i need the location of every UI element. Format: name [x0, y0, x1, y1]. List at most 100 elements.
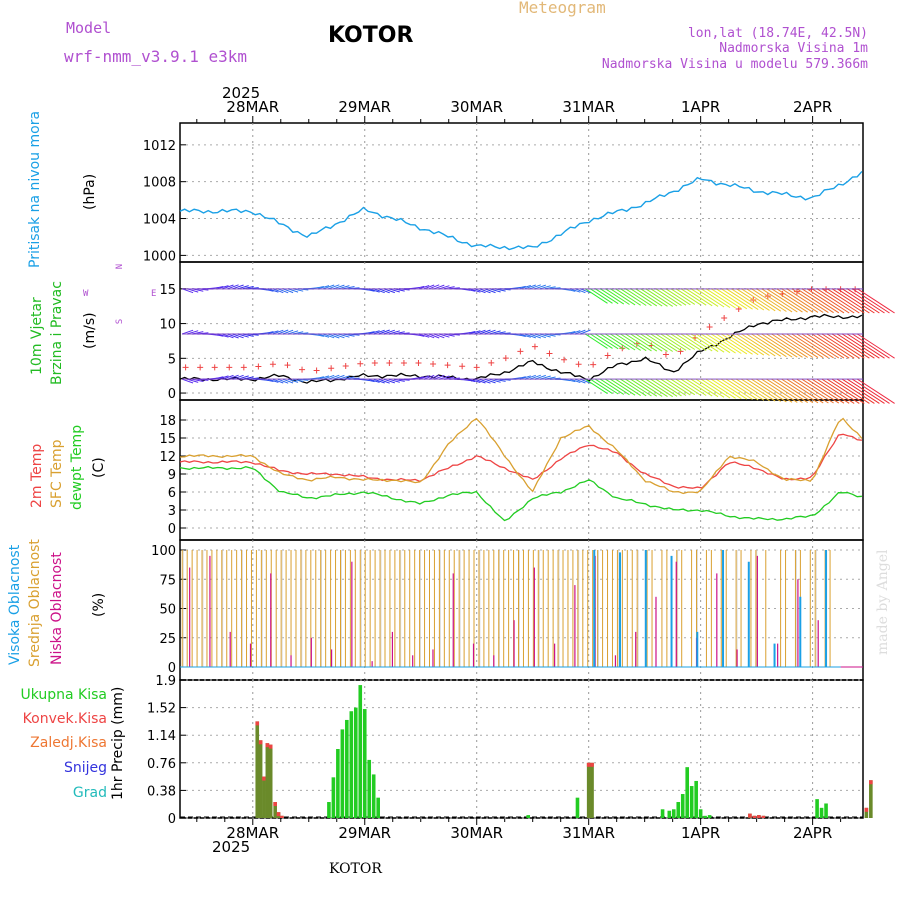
gust-marker [561, 356, 568, 363]
wind-barb [690, 333, 719, 353]
wind-barb [756, 333, 793, 358]
top-day-label: 30MAR [450, 98, 503, 116]
wind-barb [771, 333, 808, 358]
wind-barb [615, 333, 641, 351]
panel-frame-precip [179, 679, 864, 819]
wind-barb [726, 333, 759, 356]
wind-barb [786, 333, 824, 359]
wind-barb [620, 378, 647, 397]
wind-barb [610, 288, 636, 306]
bottom-day-label: 29MAR [338, 824, 391, 842]
wind-barb [741, 378, 776, 402]
wind-barb [726, 378, 759, 401]
wind-barb [741, 333, 776, 357]
ytick-label-temperature: 18 [159, 414, 176, 429]
wind-barb [675, 333, 701, 351]
wind-barb [731, 378, 765, 401]
wind-barb [595, 288, 619, 305]
wind-barb [645, 288, 673, 307]
ytick-label-precip: 0 [168, 812, 176, 827]
temp-line-1 [179, 417, 863, 495]
wind-barb [635, 333, 663, 352]
ytick-label-temperature: 0 [168, 522, 176, 537]
ytick-label-cloud: 0 [168, 661, 176, 676]
ytick-label-pressure: 1004 [143, 213, 176, 228]
wind-barb [796, 288, 834, 314]
wind-barb [821, 333, 860, 359]
conv-precip-bar [590, 762, 594, 767]
wind-barb [831, 378, 870, 404]
wind-barb [655, 333, 682, 352]
wind-barb [670, 288, 696, 305]
wind-barb [811, 288, 850, 314]
wind-barb [796, 378, 834, 404]
wind-barb [590, 333, 613, 349]
bottom-day-label: 28MAR [226, 824, 279, 842]
wind-barb [847, 288, 885, 314]
cloud-title-2: Srednja Oblacnost [27, 539, 43, 667]
wind-barb [811, 378, 850, 404]
ytick-label-temperature: 15 [159, 432, 176, 447]
precip-bar [671, 809, 676, 818]
wind-barb [690, 378, 719, 398]
wind-barb [711, 378, 742, 400]
wind-barb [786, 288, 824, 313]
wind-barb [645, 378, 673, 398]
conv-precip-bar [748, 813, 752, 818]
precip-bar [824, 803, 828, 818]
precip-bar [685, 767, 690, 818]
meteogram-title: Meteogram [519, 0, 606, 17]
ytick-label-precip: 1.9 [155, 674, 176, 689]
conv-precip-bar [586, 762, 591, 767]
wind-barb [700, 378, 731, 399]
precip-bar [680, 794, 685, 818]
bottom-day-label: 30MAR [450, 824, 503, 842]
gust-marker [357, 360, 364, 367]
wind-barb [620, 288, 647, 306]
wind-barb [660, 333, 687, 351]
wind-barb [585, 288, 608, 304]
ytick-label-pressure: 1012 [143, 139, 176, 154]
precip-bar [590, 762, 594, 818]
gust-marker [240, 364, 247, 371]
wind-barb [736, 333, 770, 356]
wind-barb [600, 378, 625, 395]
conv-precip-bar [864, 807, 869, 812]
wind-barb [751, 288, 787, 312]
conv-precip-bar [276, 812, 281, 817]
station-title: KOTOR [328, 23, 414, 48]
compass-e: E [151, 289, 157, 299]
gust-marker [313, 367, 320, 374]
wind-barb [806, 288, 845, 314]
wind-barb [590, 378, 613, 395]
gust-marker [502, 355, 509, 362]
wind-barb [615, 288, 641, 306]
wind-barb [756, 378, 793, 403]
wind-barb [640, 378, 668, 398]
ytick-label-temperature: 6 [168, 486, 176, 501]
gust-marker [226, 364, 233, 371]
wind-barb [620, 333, 647, 352]
compass-n: N [115, 263, 126, 270]
gust-marker [342, 362, 349, 369]
wind-barb [836, 333, 875, 359]
precip-bar [526, 815, 531, 818]
wind-barb [806, 333, 845, 359]
wind-barb [711, 288, 742, 309]
wind-barb [756, 288, 793, 313]
temp-ylabel: (C) [91, 457, 107, 478]
gust-marker [721, 315, 728, 322]
precip-bar [255, 721, 260, 818]
precip-bar [258, 740, 263, 818]
cloud-title-3: Niska Oblacnost [49, 552, 65, 665]
wind-barb [675, 288, 701, 306]
footer-station: KOTOR [329, 861, 382, 877]
wind-barb [716, 288, 748, 310]
ytick-label-pressure: 1008 [143, 176, 176, 191]
precip-bar [353, 707, 358, 818]
precip-bar [676, 802, 681, 818]
wind-barb [645, 333, 673, 352]
precip-bar [815, 799, 819, 818]
ytick-label-precip: 1.14 [147, 729, 176, 744]
wind-barb [615, 378, 641, 397]
